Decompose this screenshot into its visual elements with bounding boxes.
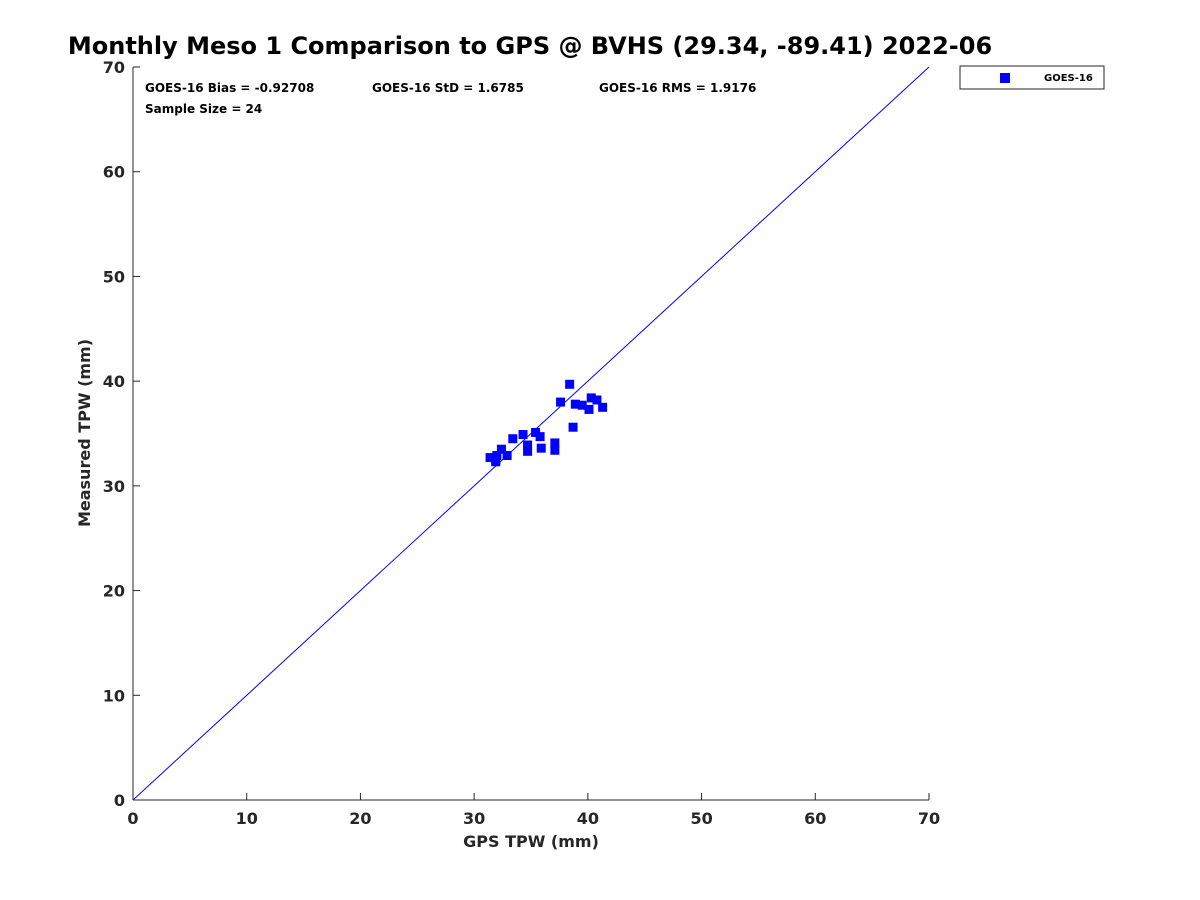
y-tick-label: 60	[103, 163, 125, 182]
data-point	[592, 395, 602, 405]
rms-annotation: GOES-16 RMS = 1.9176	[599, 81, 756, 95]
one-to-one-line	[132, 66, 930, 801]
data-point	[568, 422, 578, 432]
y-tick-label: 40	[103, 372, 125, 391]
data-point	[556, 397, 566, 407]
data-point	[491, 455, 501, 465]
data-point	[550, 438, 560, 448]
x-tick-label: 20	[349, 809, 371, 828]
x-tick-label: 70	[918, 809, 940, 828]
data-point	[565, 379, 575, 389]
data-point	[584, 404, 594, 414]
legend-marker-goes-16	[1000, 73, 1010, 83]
y-tick-label: 0	[114, 791, 125, 810]
y-tick-label: 10	[103, 686, 125, 705]
chart-title: Monthly Meso 1 Comparison to GPS @ BVHS …	[68, 32, 992, 60]
data-point	[586, 393, 596, 403]
data-point	[523, 440, 533, 450]
y-tick-label: 30	[103, 477, 125, 496]
data-points	[485, 379, 608, 467]
data-point	[496, 444, 506, 454]
data-point	[531, 427, 541, 437]
data-point	[535, 432, 545, 442]
std-annotation: GOES-16 StD = 1.6785	[372, 81, 524, 95]
legend-label-goes-16: GOES-16	[1044, 73, 1093, 84]
data-point	[508, 434, 518, 444]
data-point	[536, 443, 546, 453]
x-tick-label: 10	[236, 809, 258, 828]
data-point	[550, 445, 560, 455]
x-tick-label: 40	[577, 809, 599, 828]
axes: 0 10 20 30 40 50 60 70 0 10 20 30 40 50 60 70	[103, 58, 940, 828]
reference-line-group	[132, 66, 930, 801]
data-point	[577, 400, 587, 410]
x-tick-label: 30	[463, 809, 485, 828]
data-point	[502, 450, 512, 460]
legend-box	[959, 65, 1105, 90]
data-point	[523, 446, 533, 456]
y-tick-label: 20	[103, 582, 125, 601]
data-point	[598, 402, 608, 412]
sample-size-annotation: Sample Size = 24	[145, 102, 262, 116]
y-tick-label: 70	[103, 58, 125, 77]
bias-annotation: GOES-16 Bias = -0.92708	[145, 81, 314, 95]
y-axis-label: Measured TPW (mm)	[75, 339, 94, 527]
x-axis-label: GPS TPW (mm)	[463, 832, 599, 851]
y-tick-label: 50	[103, 267, 125, 286]
x-tick-label: 60	[804, 809, 826, 828]
data-point	[518, 430, 528, 440]
x-tick-label: 0	[127, 809, 138, 828]
legend: GOES-16	[959, 65, 1105, 90]
data-point	[570, 399, 580, 409]
x-tick-label: 50	[690, 809, 712, 828]
data-point	[485, 453, 495, 463]
